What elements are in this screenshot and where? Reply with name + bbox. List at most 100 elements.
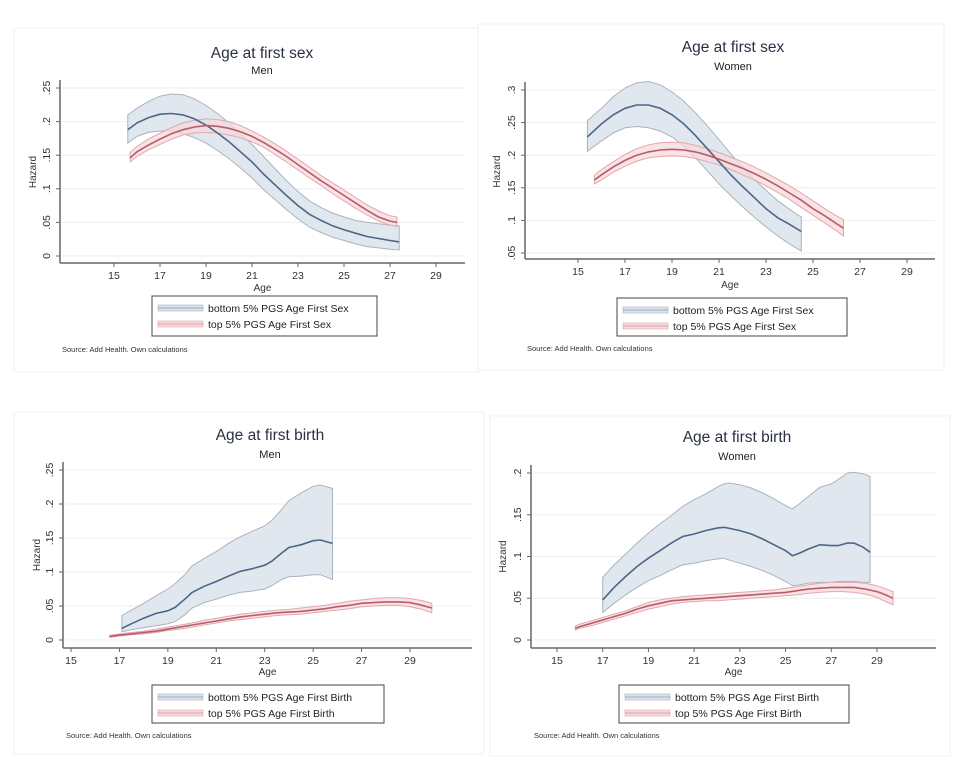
x-tick-label: 29 bbox=[871, 655, 883, 667]
data-point-bottom bbox=[251, 161, 253, 163]
data-point-top bbox=[194, 126, 196, 128]
data-point-top bbox=[136, 151, 138, 153]
data-point-top bbox=[332, 187, 334, 189]
data-point-bottom bbox=[148, 117, 150, 119]
y-tick-label: .05 bbox=[41, 215, 53, 230]
data-point-bottom bbox=[799, 552, 801, 554]
data-point-bottom bbox=[281, 552, 283, 554]
x-tick-label: 27 bbox=[825, 655, 837, 667]
confidence-band-bottom bbox=[586, 80, 802, 252]
legend-label-top: top 5% PGS Age First Birth bbox=[208, 708, 335, 720]
y-axis-label: Hazard bbox=[32, 539, 43, 571]
confidence-band-top bbox=[109, 597, 433, 638]
data-point-top bbox=[853, 587, 855, 589]
data-point-top bbox=[594, 179, 596, 181]
y-tick-label: .2 bbox=[44, 499, 56, 508]
x-tick-label: 17 bbox=[114, 655, 126, 667]
data-point-top bbox=[843, 227, 845, 229]
data-point-top bbox=[167, 628, 169, 630]
data-point-bottom bbox=[167, 610, 169, 612]
data-point-top bbox=[636, 154, 638, 156]
data-point-top bbox=[217, 126, 219, 128]
legend-box bbox=[616, 297, 848, 337]
data-point-top bbox=[836, 223, 838, 225]
data-point-bottom bbox=[271, 560, 273, 562]
data-point-bottom bbox=[853, 542, 855, 544]
data-point-top bbox=[808, 588, 810, 590]
data-point-bottom bbox=[121, 628, 123, 630]
y-tick-label: .05 bbox=[44, 599, 56, 614]
x-tick-label: 21 bbox=[246, 270, 258, 282]
chart-title: Age at first birth bbox=[683, 429, 792, 446]
data-point-bottom bbox=[659, 550, 661, 552]
legend-label-bottom: bottom 5% PGS Age First Sex bbox=[673, 305, 814, 317]
data-point-top bbox=[773, 592, 775, 594]
data-point-bottom bbox=[683, 123, 685, 125]
series-line-top bbox=[129, 124, 398, 224]
data-point-bottom bbox=[343, 229, 345, 231]
data-point-top bbox=[228, 128, 230, 130]
data-point-bottom bbox=[320, 220, 322, 222]
data-point-top bbox=[159, 138, 161, 140]
data-point-top bbox=[109, 636, 111, 638]
data-point-top bbox=[754, 173, 756, 175]
data-point-top bbox=[325, 608, 327, 610]
data-point-top bbox=[203, 622, 205, 624]
data-point-bottom bbox=[184, 598, 186, 600]
data-point-bottom bbox=[398, 241, 400, 243]
x-tick-label: 15 bbox=[551, 655, 563, 667]
legend-label-bottom: bottom 5% PGS Age First Birth bbox=[208, 692, 352, 704]
data-point-top bbox=[716, 597, 718, 599]
data-point-bottom bbox=[143, 617, 145, 619]
data-point-bottom bbox=[587, 136, 589, 138]
data-point-top bbox=[742, 167, 744, 169]
data-point-bottom bbox=[789, 224, 791, 226]
legend: bottom 5% PGS Age First Sex top 5% PGS Ag… bbox=[151, 295, 378, 337]
y-tick-label: .15 bbox=[506, 180, 518, 195]
data-point-top bbox=[349, 605, 351, 607]
y-tick-label: .05 bbox=[512, 591, 524, 606]
data-point-top bbox=[191, 624, 193, 626]
data-point-bottom bbox=[312, 540, 314, 542]
data-point-top bbox=[129, 157, 131, 159]
y-tick-label: .15 bbox=[512, 507, 524, 522]
data-point-top bbox=[579, 626, 581, 628]
data-point-top bbox=[361, 603, 363, 605]
data-point-bottom bbox=[203, 586, 205, 588]
legend-label-top: top 5% PGS Age First Birth bbox=[675, 708, 802, 720]
data-point-bottom bbox=[831, 545, 833, 547]
data-point-bottom bbox=[847, 542, 849, 544]
data-point-bottom bbox=[624, 108, 626, 110]
chart-subtitle: Women bbox=[714, 61, 752, 73]
data-point-top bbox=[693, 598, 695, 600]
data-point-top bbox=[705, 598, 707, 600]
y-tick-label: 0 bbox=[44, 637, 56, 643]
data-point-top bbox=[320, 180, 322, 182]
data-point-bottom bbox=[707, 148, 709, 150]
data-point-top bbox=[240, 616, 242, 618]
data-point-bottom bbox=[751, 533, 753, 535]
data-point-bottom bbox=[228, 141, 230, 143]
data-point-bottom bbox=[182, 114, 184, 116]
data-point-top bbox=[796, 590, 798, 592]
data-point-bottom bbox=[286, 195, 288, 197]
data-point-top bbox=[300, 611, 302, 613]
data-point-top bbox=[337, 606, 339, 608]
legend-label-top: top 5% PGS Age First Sex bbox=[208, 319, 332, 331]
x-tick-label: 25 bbox=[307, 655, 319, 667]
legend-label-bottom: bottom 5% PGS Age First Birth bbox=[675, 692, 819, 704]
data-point-bottom bbox=[228, 575, 230, 577]
data-point-bottom bbox=[636, 566, 638, 568]
x-tick-label: 17 bbox=[597, 655, 609, 667]
confidence-band-top bbox=[129, 118, 398, 228]
data-point-bottom bbox=[625, 576, 627, 578]
data-point-top bbox=[831, 587, 833, 589]
x-tick-label: 29 bbox=[901, 266, 913, 278]
data-point-top bbox=[648, 151, 650, 153]
data-point-bottom bbox=[693, 533, 695, 535]
data-point-bottom bbox=[718, 161, 720, 163]
data-point-top bbox=[575, 628, 577, 630]
data-point-bottom bbox=[332, 225, 334, 227]
y-tick-label: 0 bbox=[41, 253, 53, 259]
x-tick-label: 19 bbox=[666, 266, 678, 278]
